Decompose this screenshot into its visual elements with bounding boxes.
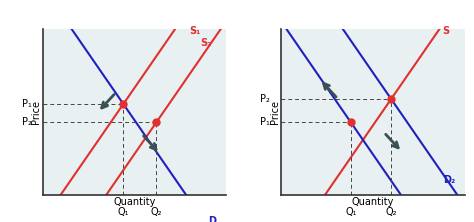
Text: Q₁: Q₁: [118, 207, 129, 217]
Text: D₂: D₂: [443, 175, 456, 185]
Text: D: D: [208, 216, 216, 222]
Text: S₂: S₂: [200, 38, 211, 48]
Text: S₁: S₁: [190, 26, 201, 36]
Text: S: S: [443, 26, 450, 36]
Text: Q₂: Q₂: [385, 207, 397, 217]
Text: P₂: P₂: [260, 94, 270, 104]
Text: Pasta Sauce: Pasta Sauce: [335, 12, 411, 22]
Text: Q₁: Q₁: [345, 207, 356, 217]
Text: Q₂: Q₂: [151, 207, 162, 217]
Y-axis label: Price: Price: [31, 100, 41, 124]
X-axis label: Quantity: Quantity: [352, 197, 394, 207]
Text: P₁: P₁: [22, 99, 32, 109]
Text: P₂: P₂: [22, 117, 32, 127]
Text: Pasta: Pasta: [117, 12, 152, 22]
X-axis label: Quantity: Quantity: [113, 197, 155, 207]
Text: P₁: P₁: [260, 117, 270, 127]
Y-axis label: Price: Price: [270, 100, 280, 124]
